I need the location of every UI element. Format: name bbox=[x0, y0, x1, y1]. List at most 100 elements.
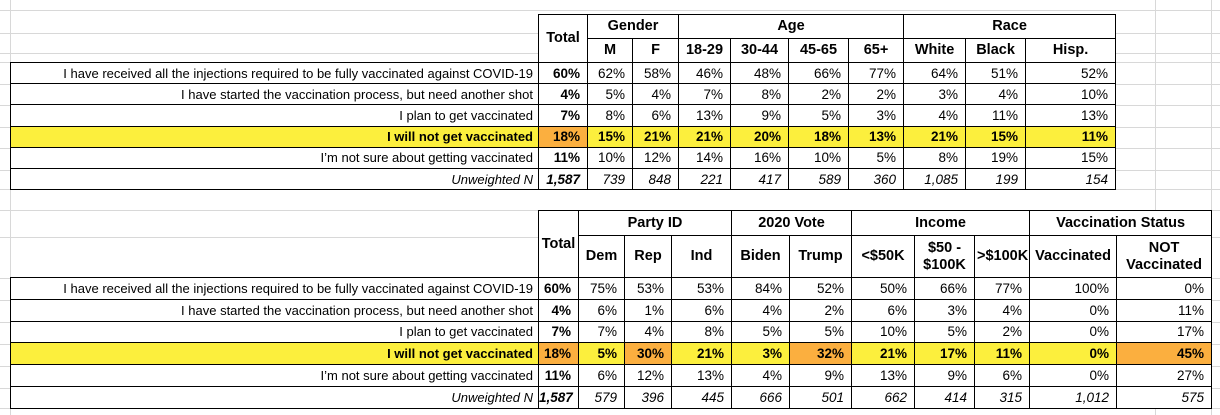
data-cell[interactable]: 62% bbox=[587, 61, 633, 85]
data-cell[interactable]: 45% bbox=[1116, 342, 1213, 366]
data-cell[interactable]: 46% bbox=[678, 61, 732, 85]
data-cell[interactable]: 8% bbox=[671, 320, 732, 344]
data-cell[interactable]: 7% bbox=[538, 104, 588, 127]
data-cell[interactable]: 32% bbox=[788, 342, 853, 366]
data-cell[interactable]: 77% bbox=[974, 277, 1031, 300]
data-cell[interactable]: 6% bbox=[851, 298, 916, 322]
data-cell[interactable]: 4% bbox=[974, 298, 1031, 322]
data-cell[interactable]: 53% bbox=[624, 277, 672, 300]
data-cell[interactable]: 0% bbox=[1029, 342, 1118, 366]
column-header-total[interactable]: Total bbox=[538, 210, 579, 278]
data-cell[interactable]: 66% bbox=[788, 61, 850, 85]
data-cell[interactable]: 0% bbox=[1116, 277, 1213, 300]
data-cell[interactable]: 6% bbox=[578, 364, 625, 387]
data-cell[interactable]: 52% bbox=[1025, 61, 1117, 85]
data-cell[interactable]: 414 bbox=[914, 385, 976, 409]
data-cell[interactable]: 50% bbox=[851, 277, 916, 300]
data-cell[interactable]: 18% bbox=[538, 125, 588, 148]
data-cell[interactable]: 4% bbox=[538, 83, 588, 106]
data-cell[interactable]: 662 bbox=[851, 385, 916, 409]
data-cell[interactable]: 575 bbox=[1116, 385, 1213, 409]
column-header-under-50k[interactable]: <$50K bbox=[851, 235, 916, 278]
data-cell[interactable]: 360 bbox=[848, 167, 905, 191]
data-cell[interactable]: 51% bbox=[965, 61, 1027, 85]
data-cell[interactable]: 11% bbox=[538, 146, 588, 169]
group-header-race[interactable]: Race bbox=[903, 14, 1117, 39]
group-header-2020-vote[interactable]: 2020 Vote bbox=[730, 210, 853, 236]
row-label[interactable]: I’m not sure about getting vaccinated bbox=[10, 364, 539, 387]
data-cell[interactable]: 52% bbox=[788, 277, 853, 300]
data-cell[interactable]: 154 bbox=[1025, 167, 1117, 191]
data-cell[interactable]: 11% bbox=[1025, 125, 1117, 148]
column-header-vaccinated[interactable]: Vaccinated bbox=[1029, 235, 1118, 278]
data-cell[interactable]: 1,587 bbox=[538, 385, 579, 409]
column-header-65plus[interactable]: 65+ bbox=[848, 38, 905, 63]
data-cell[interactable]: 21% bbox=[631, 125, 680, 148]
data-cell[interactable]: 5% bbox=[914, 320, 976, 344]
data-cell[interactable]: 20% bbox=[730, 125, 790, 148]
data-cell[interactable]: 2% bbox=[974, 320, 1031, 344]
row-label[interactable]: I will not get vaccinated bbox=[10, 125, 539, 148]
data-cell[interactable]: 58% bbox=[631, 61, 680, 85]
column-header-trump[interactable]: Trump bbox=[788, 235, 853, 278]
data-cell[interactable]: 12% bbox=[624, 364, 672, 387]
data-cell[interactable]: 48% bbox=[730, 61, 790, 85]
data-cell[interactable]: 589 bbox=[788, 167, 850, 191]
data-cell[interactable]: 2% bbox=[848, 83, 905, 106]
data-cell[interactable]: 5% bbox=[578, 342, 625, 366]
data-cell[interactable]: 18% bbox=[538, 342, 579, 366]
data-cell[interactable]: 4% bbox=[731, 298, 790, 322]
data-cell[interactable]: 13% bbox=[671, 364, 732, 387]
data-cell[interactable]: 315 bbox=[974, 385, 1031, 409]
data-cell[interactable]: 30% bbox=[624, 342, 672, 366]
data-cell[interactable]: 1% bbox=[624, 298, 672, 322]
data-cell[interactable]: 13% bbox=[848, 125, 905, 148]
data-cell[interactable]: 0% bbox=[1029, 364, 1118, 387]
data-cell[interactable]: 10% bbox=[788, 146, 850, 169]
data-cell[interactable]: 1,012 bbox=[1029, 385, 1118, 409]
data-cell[interactable]: 19% bbox=[965, 146, 1027, 169]
column-header-m[interactable]: M bbox=[587, 38, 633, 63]
column-header-f[interactable]: F bbox=[631, 38, 680, 63]
data-cell[interactable]: 21% bbox=[671, 342, 732, 366]
column-header-hisp[interactable]: Hisp. bbox=[1025, 38, 1117, 63]
data-cell[interactable]: 9% bbox=[788, 364, 853, 387]
column-header-18-29[interactable]: 18-29 bbox=[678, 38, 732, 63]
row-label[interactable]: I have started the vaccination process, … bbox=[10, 298, 539, 322]
data-cell[interactable]: 8% bbox=[903, 146, 967, 169]
column-header-not-vaccinated[interactable]: NOT Vaccinated bbox=[1116, 235, 1213, 278]
data-cell[interactable]: 75% bbox=[578, 277, 625, 300]
data-cell[interactable]: 15% bbox=[587, 125, 633, 148]
data-cell[interactable]: 21% bbox=[903, 125, 967, 148]
data-cell[interactable]: 739 bbox=[587, 167, 633, 191]
data-cell[interactable]: 7% bbox=[538, 320, 579, 344]
data-cell[interactable]: 5% bbox=[587, 83, 633, 106]
data-cell[interactable]: 10% bbox=[851, 320, 916, 344]
data-cell[interactable]: 10% bbox=[1025, 83, 1117, 106]
data-cell[interactable]: 60% bbox=[538, 277, 579, 300]
data-cell[interactable]: 100% bbox=[1029, 277, 1118, 300]
data-cell[interactable]: 221 bbox=[678, 167, 732, 191]
row-label[interactable]: Unweighted N bbox=[10, 385, 539, 409]
data-cell[interactable]: 3% bbox=[848, 104, 905, 127]
data-cell[interactable]: 27% bbox=[1116, 364, 1213, 387]
data-cell[interactable]: 1,587 bbox=[538, 167, 588, 191]
column-header-dem[interactable]: Dem bbox=[578, 235, 625, 278]
data-cell[interactable]: 2% bbox=[788, 83, 850, 106]
data-cell[interactable]: 17% bbox=[914, 342, 976, 366]
data-cell[interactable]: 4% bbox=[624, 320, 672, 344]
data-cell[interactable]: 4% bbox=[903, 104, 967, 127]
data-cell[interactable]: 84% bbox=[731, 277, 790, 300]
data-cell[interactable]: 0% bbox=[1029, 320, 1118, 344]
data-cell[interactable]: 16% bbox=[730, 146, 790, 169]
column-header-biden[interactable]: Biden bbox=[731, 235, 790, 278]
data-cell[interactable]: 0% bbox=[1029, 298, 1118, 322]
data-cell[interactable]: 6% bbox=[671, 298, 732, 322]
data-cell[interactable]: 21% bbox=[678, 125, 732, 148]
data-cell[interactable]: 53% bbox=[671, 277, 732, 300]
column-header-over-100k[interactable]: >$100K bbox=[974, 235, 1031, 278]
row-label[interactable]: Unweighted N bbox=[10, 167, 539, 191]
data-cell[interactable]: 6% bbox=[578, 298, 625, 322]
row-label[interactable]: I have started the vaccination process, … bbox=[10, 83, 539, 106]
column-header-black[interactable]: Black bbox=[965, 38, 1027, 63]
